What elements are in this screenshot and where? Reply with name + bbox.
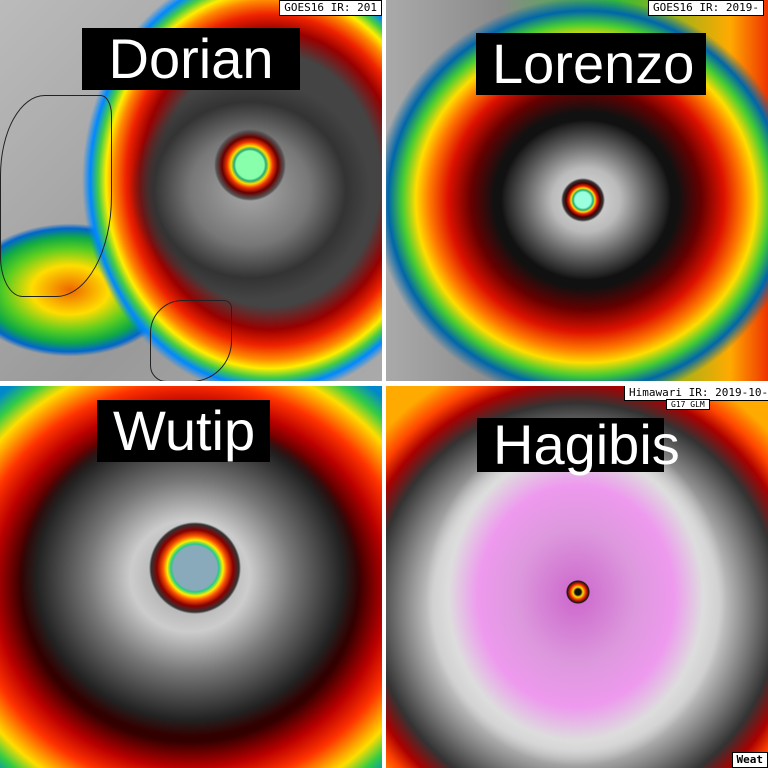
storm-label-hagibis: Hagibis [477, 417, 680, 473]
lorenzo-satellite-image: GOES16 IR: 2019- Lorenzo [386, 0, 768, 381]
watermark: Weat [731, 752, 768, 768]
hagibis-satellite-image: Himawari IR: 2019-10-( G17 GLM Hagibis W… [386, 386, 768, 768]
source-tag: Himawari IR: 2019-10-( [624, 386, 768, 401]
source-tag: GOES16 IR: 201 [279, 0, 382, 16]
storm-label-lorenzo: Lorenzo [476, 33, 706, 95]
source-tag: GOES16 IR: 2019- [648, 0, 764, 16]
storm-label-dorian: Dorian [82, 28, 300, 90]
coastline [0, 95, 112, 297]
glm-tag: G17 GLM [666, 399, 710, 410]
wutip-satellite-image: Wutip [0, 386, 382, 768]
storm-label-wutip: Wutip [97, 400, 270, 462]
dorian-satellite-image: GOES16 IR: 201 Dorian [0, 0, 382, 381]
coastline [150, 300, 232, 381]
